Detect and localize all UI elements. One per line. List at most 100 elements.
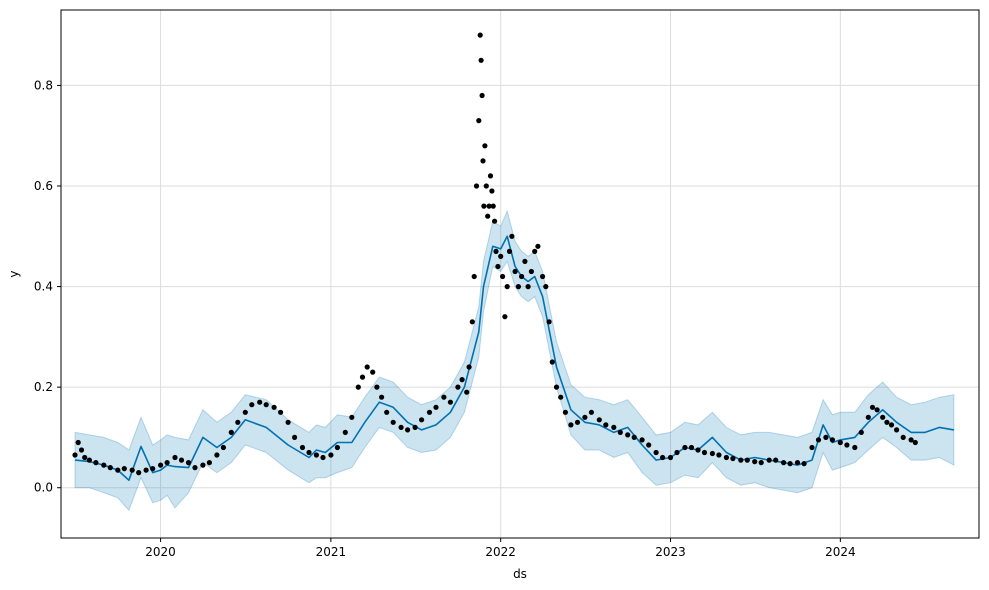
observed-point xyxy=(553,384,560,390)
observed-point xyxy=(660,454,666,461)
observed-point xyxy=(646,442,652,448)
observed-point xyxy=(582,414,588,420)
x-tick-label: 2023 xyxy=(655,545,686,559)
observed-point xyxy=(894,427,900,433)
observed-point xyxy=(115,467,121,473)
observed-point xyxy=(858,429,864,435)
observed-point xyxy=(441,394,447,400)
observed-point xyxy=(738,457,744,463)
observed-point xyxy=(285,419,291,425)
observed-point xyxy=(477,32,483,38)
observed-point xyxy=(433,404,439,410)
observed-point xyxy=(701,449,708,456)
observed-point xyxy=(631,434,637,440)
observed-point xyxy=(823,434,829,440)
x-tick-label: 2022 xyxy=(485,545,516,559)
observed-point xyxy=(535,243,541,249)
observed-point xyxy=(492,218,498,224)
observed-point xyxy=(874,407,880,413)
observed-point xyxy=(136,470,142,476)
y-tick-label: 0.0 xyxy=(34,481,53,495)
observed-point xyxy=(485,213,491,219)
observed-point xyxy=(466,364,472,370)
observed-point xyxy=(744,457,750,463)
observed-point xyxy=(257,399,263,405)
observed-point xyxy=(568,422,574,428)
observed-point xyxy=(908,437,914,443)
observed-point xyxy=(328,452,334,458)
observed-point xyxy=(682,444,688,451)
observed-point xyxy=(540,273,546,280)
observed-point xyxy=(752,459,758,465)
observed-point xyxy=(781,460,787,466)
observed-point xyxy=(574,419,581,425)
observed-point xyxy=(869,404,876,410)
observed-point xyxy=(674,449,680,456)
observed-point xyxy=(206,460,212,466)
observed-point xyxy=(837,439,843,446)
observed-point xyxy=(625,432,631,438)
observed-point xyxy=(412,424,418,430)
observed-point xyxy=(487,173,494,179)
observed-point xyxy=(519,273,525,280)
observed-point xyxy=(473,183,480,189)
observed-point xyxy=(506,248,513,254)
observed-point xyxy=(490,203,496,209)
observed-point xyxy=(292,434,298,440)
y-tick-label: 0.2 xyxy=(34,380,53,394)
observed-point xyxy=(639,437,645,443)
observed-point xyxy=(880,414,886,420)
grid-lines xyxy=(61,10,979,538)
observed-point xyxy=(549,359,555,365)
observed-point xyxy=(515,284,522,290)
observed-point xyxy=(228,429,234,435)
observed-point xyxy=(129,467,135,473)
observed-point xyxy=(379,394,385,400)
observed-point xyxy=(865,414,871,420)
observed-point xyxy=(481,203,487,209)
observed-point xyxy=(405,427,411,433)
y-tick-label: 0.8 xyxy=(34,78,53,92)
observed-point xyxy=(107,465,113,471)
observed-point xyxy=(844,442,850,448)
observed-point xyxy=(502,314,508,320)
observed-point xyxy=(495,263,501,270)
observed-point xyxy=(773,457,779,463)
x-axis-ticks: 2020 2021 2022 2023 2024 xyxy=(145,538,856,559)
observed-point xyxy=(249,402,255,408)
observed-point xyxy=(723,454,730,461)
observed-point xyxy=(86,457,92,463)
observed-point xyxy=(801,461,807,467)
observed-point xyxy=(888,422,895,428)
observed-point xyxy=(884,419,890,425)
observed-point xyxy=(758,460,764,466)
observed-point xyxy=(158,462,164,468)
observed-point xyxy=(562,409,569,415)
observed-point xyxy=(588,409,595,415)
observed-point xyxy=(667,454,674,461)
observed-point xyxy=(482,143,488,149)
observed-point xyxy=(794,460,801,466)
observed-point xyxy=(716,452,722,458)
observed-point xyxy=(809,444,815,451)
observed-point xyxy=(558,394,564,400)
observed-point xyxy=(730,455,736,462)
observed-point xyxy=(900,434,906,440)
y-axis-ticks: 0.0 0.2 0.4 0.6 0.8 xyxy=(34,78,61,495)
observed-point xyxy=(164,460,170,466)
observed-point xyxy=(334,444,340,451)
observed-point xyxy=(912,439,918,446)
observed-point xyxy=(815,437,822,443)
observed-point xyxy=(486,203,492,209)
observed-point xyxy=(306,449,312,456)
observed-point xyxy=(419,417,425,423)
observed-point xyxy=(476,118,482,124)
plot-frame xyxy=(60,9,980,539)
observed-point xyxy=(185,460,192,466)
observed-point xyxy=(271,404,277,410)
observed-point xyxy=(688,444,695,451)
observed-point xyxy=(426,409,433,415)
observed-point xyxy=(469,319,475,325)
observed-point xyxy=(766,457,772,463)
observed-point xyxy=(143,467,149,473)
